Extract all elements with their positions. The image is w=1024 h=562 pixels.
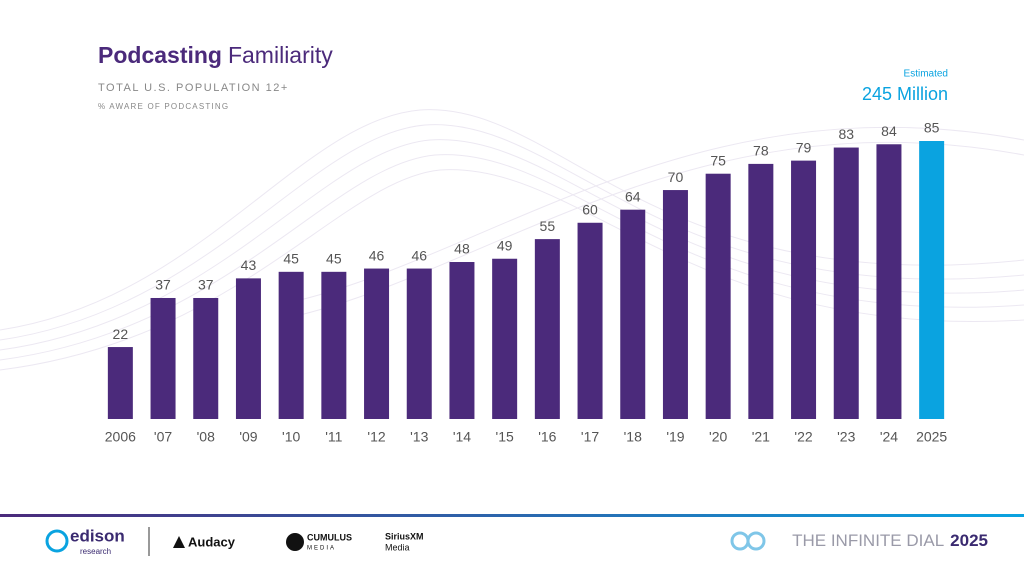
audacy-icon — [173, 536, 185, 548]
bar — [876, 144, 902, 420]
logo-text: research — [80, 547, 111, 556]
x-tick-label: '18 — [624, 429, 642, 445]
bar — [534, 239, 560, 419]
x-tick-label: '11 — [325, 429, 342, 445]
x-tick-label: '21 — [752, 429, 770, 445]
value-label: 46 — [369, 247, 385, 263]
chart-title: Podcasting Familiarity — [98, 42, 333, 68]
subtitle: TOTAL U.S. POPULATION 12+ — [98, 82, 289, 94]
bar — [107, 347, 133, 419]
x-tick-label: '13 — [410, 429, 428, 445]
dial-icon — [746, 531, 766, 551]
brand-prefix: THE INFINITE DIAL — [792, 531, 944, 550]
value-label: 22 — [113, 326, 129, 342]
dial-icon — [730, 531, 750, 551]
x-tick-label: '14 — [453, 429, 471, 445]
cumulus-icon — [286, 533, 304, 551]
value-label: 45 — [283, 251, 299, 267]
x-tick-label: '22 — [794, 429, 812, 445]
bar — [321, 271, 347, 419]
logo-text: SiriusXM — [385, 531, 424, 541]
bar — [193, 297, 219, 419]
x-tick-label: '08 — [197, 429, 215, 445]
value-label: 64 — [625, 188, 641, 204]
x-tick-label: '16 — [538, 429, 556, 445]
bar — [833, 147, 859, 419]
value-label: 84 — [881, 123, 897, 139]
x-tick-label: '09 — [239, 429, 257, 445]
x-tick-label: '10 — [282, 429, 300, 445]
bar — [150, 297, 176, 419]
x-tick-label: '19 — [666, 429, 684, 445]
x-tick-label: '17 — [581, 429, 599, 445]
logo-text: Media — [385, 542, 410, 552]
brand: THE INFINITE DIAL 2025 — [792, 531, 988, 550]
logo-text: MEDIA — [307, 546, 336, 552]
brand-year: 2025 — [950, 531, 988, 550]
value-label: 60 — [582, 201, 598, 217]
value-label: 75 — [710, 152, 726, 168]
logo-text: edison — [70, 526, 125, 545]
bar — [364, 268, 390, 419]
value-label: 45 — [326, 251, 342, 267]
bar — [406, 268, 432, 419]
value-label: 79 — [796, 139, 812, 155]
x-tick-label: '15 — [496, 429, 514, 445]
title-regular: Familiarity — [228, 42, 333, 68]
bar — [492, 258, 518, 419]
measure: % AWARE OF PODCASTING — [98, 102, 229, 111]
bar — [662, 190, 688, 419]
annotation-label: Estimated — [904, 69, 948, 80]
bar — [278, 271, 304, 419]
footer-logos: edison research Audacy CUMULUS MEDIA Sir… — [45, 526, 988, 556]
edison-icon — [45, 529, 69, 553]
value-label: 37 — [155, 277, 171, 293]
x-tick-label: '07 — [154, 429, 172, 445]
value-label: 78 — [753, 143, 769, 159]
footer-rule — [0, 514, 1024, 517]
logo-text: CUMULUS — [307, 532, 352, 542]
value-label: 55 — [540, 218, 556, 234]
value-label: 70 — [668, 169, 684, 185]
x-tick-label: '20 — [709, 429, 727, 445]
bar — [620, 209, 646, 419]
value-label: 85 — [924, 120, 940, 136]
bar — [235, 278, 261, 419]
logo-text: Audacy — [188, 534, 236, 549]
value-label: 43 — [241, 257, 257, 273]
annotation-text: 245 Million — [862, 84, 948, 104]
title-bold: Podcasting — [98, 42, 222, 68]
bar — [748, 163, 774, 419]
bar — [577, 222, 603, 419]
value-label: 49 — [497, 237, 513, 253]
value-label: 83 — [838, 126, 854, 142]
value-label: 37 — [198, 277, 214, 293]
x-tick-label: 2025 — [916, 429, 947, 445]
x-tick-label: '23 — [837, 429, 855, 445]
bar — [919, 141, 945, 419]
value-label: 46 — [411, 247, 427, 263]
bars: 2006 22 '07 37 '08 37 '09 43 '10 45 '11 45 '12 46 '13 4… — [105, 120, 948, 445]
x-tick-label: '12 — [367, 429, 385, 445]
x-tick-label: '24 — [880, 429, 898, 445]
bar — [705, 173, 731, 419]
bar — [449, 262, 475, 419]
x-tick-label: 2006 — [105, 429, 136, 445]
bar — [791, 160, 817, 419]
value-label: 48 — [454, 241, 470, 257]
